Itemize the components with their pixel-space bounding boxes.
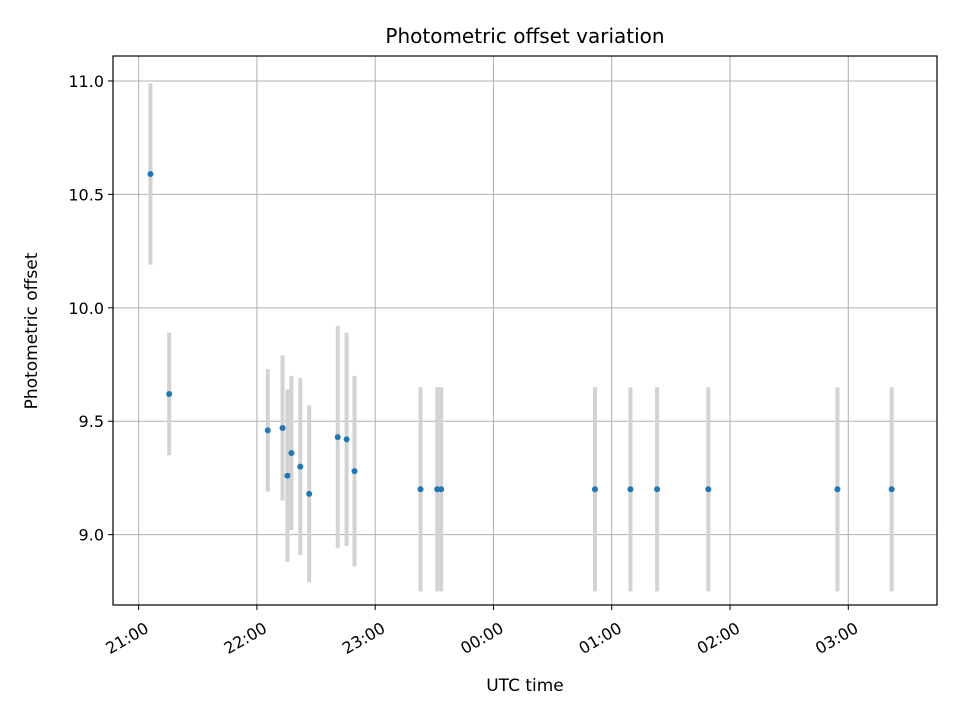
y-tick-label: 9.0: [79, 526, 104, 545]
data-point: [334, 434, 341, 441]
data-point: [279, 425, 286, 432]
data-point: [627, 486, 634, 493]
data-point: [834, 486, 841, 493]
y-tick-label: 10.5: [68, 185, 104, 204]
data-point: [264, 427, 271, 434]
data-point: [288, 450, 295, 457]
plot-frame: [112, 55, 938, 606]
x-axis-label: UTC time: [486, 676, 564, 696]
chart-title: Photometric offset variation: [385, 24, 664, 48]
data-points: [147, 170, 895, 497]
data-point: [166, 391, 173, 398]
data-point: [351, 468, 358, 475]
data-point: [438, 486, 445, 493]
data-point: [591, 486, 598, 493]
data-point: [306, 490, 313, 497]
data-point: [705, 486, 712, 493]
data-point: [888, 486, 895, 493]
y-axis: 9.0 9.5 10.0 10.5 11.0: [68, 72, 113, 545]
data-point: [417, 486, 424, 493]
data-point: [147, 170, 154, 177]
data-point: [297, 463, 304, 470]
grid: [113, 56, 937, 605]
y-tick-label: 11.0: [68, 72, 104, 91]
data-point: [343, 436, 350, 443]
data-point: [654, 486, 661, 493]
y-tick-label: 10.0: [68, 299, 104, 318]
data-point: [284, 472, 291, 479]
y-tick-label: 9.5: [79, 412, 104, 431]
y-axis-label: Photometric offset: [22, 252, 42, 409]
